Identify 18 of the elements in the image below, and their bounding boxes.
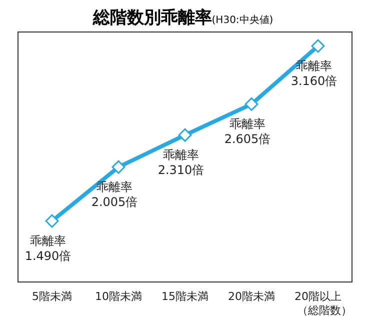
chart-title: 総階数別乖離率 <box>92 8 212 28</box>
point <box>178 128 192 142</box>
point <box>244 97 258 111</box>
data-label: 乖離率 2.005倍 <box>91 180 138 210</box>
x-tick-label: 15階未満 <box>162 290 208 303</box>
data-label: 乖離率 2.605倍 <box>224 117 271 146</box>
x-axis-title: （総階数） <box>297 304 352 317</box>
x-tick-label: 5階未満 <box>32 290 72 303</box>
chart-subtitle: (H30:中央値) <box>212 14 274 26</box>
x-tick-label: 10階未満 <box>95 290 142 303</box>
x-tick-label: 20階以上 <box>294 290 342 303</box>
data-label: 乖離率 2.310倍 <box>158 148 204 178</box>
x-tick-label: 20階未満 <box>228 290 275 303</box>
data-label: 乖離率 1.490倍 <box>24 234 72 263</box>
point <box>45 214 59 228</box>
data-label: 乖離率 3.160倍 <box>290 59 338 88</box>
point <box>112 160 126 174</box>
point <box>311 39 325 53</box>
